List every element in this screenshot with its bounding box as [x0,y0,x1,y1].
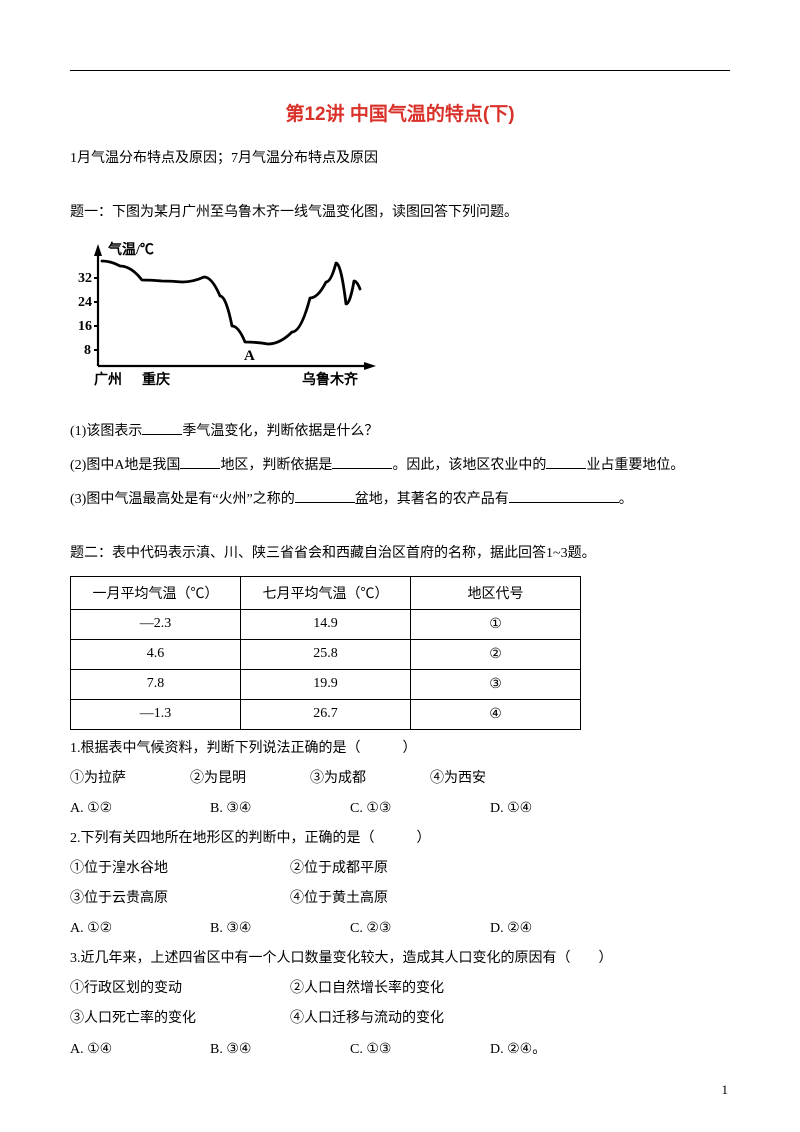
xlabel-1: 重庆 [142,371,170,388]
table-row: 7.819.9③ [71,669,581,699]
climate-table: 一月平均气温（℃） 七月平均气温（℃） 地区代号 —2.314.9① 4.625… [70,576,581,730]
q2-sub3-stem: 3.近几年来，上述四省区中有一个人口数量变化较大，造成其人口变化的原因有（ ） [70,944,730,974]
ytick-16: 16 [78,319,92,334]
table-header-row: 一月平均气温（℃） 七月平均气温（℃） 地区代号 [71,576,581,609]
lesson-title: 第12讲 中国气温的特点(下) [70,99,730,126]
chart-svg: 气温/℃ 32 24 16 8 A 广州 重庆 乌鲁木齐 [70,234,380,404]
temperature-chart: 气温/℃ 32 24 16 8 A 广州 重庆 乌鲁木齐 [70,234,730,409]
q1-p2d: 业占重要地位。 [586,458,684,473]
q1-part1: (1)该图表示 季气温变化，判断依据是什么？ [70,417,730,447]
q2-sub1-opts1: ①为拉萨 ②为昆明 ③为成都 ④为西安 [70,764,730,794]
q2-sub2-opts1: ①位于湟水谷地 ②位于成都平原 [70,854,730,884]
q2-sub1-stem: 1.根据表中气候资料，判断下列说法正确的是（ ） [70,734,730,764]
table-row: —2.314.9① [71,609,581,639]
th-code: 地区代号 [411,576,581,609]
q1-p1a: (1)该图表示 [70,424,142,439]
q1-stem: 题一：下图为某月广州至乌鲁木齐一线气温变化图，读图回答下列问题。 [70,198,730,228]
table-row: —1.326.7④ [71,699,581,729]
q2-sub3-opts2: A. ①④ B. ③④ C. ①③ D. ②④。 [70,1035,730,1065]
q2-sub3-opts1b: ③人口死亡率的变化 ④人口迁移与流动的变化 [70,1004,730,1034]
q1-p2c: 。因此，该地区农业中的 [392,458,546,473]
document-page: 第12讲 中国气温的特点(下) 1月气温分布特点及原因；7月气温分布特点及原因 … [0,0,800,1105]
blank [546,455,586,469]
q2-sub1-opts2: A. ①② B. ③④ C. ①③ D. ①④ [70,794,730,824]
ytick-24: 24 [78,295,92,310]
xlabel-0: 广州 [94,371,122,388]
q2-stem: 题二：表中代码表示滇、川、陕三省省会和西藏自治区首府的名称，据此回答1~3题。 [70,539,730,569]
q2-sub2-opts2: A. ①② B. ③④ C. ②③ D. ②④ [70,914,730,944]
q1-p2a: (2)图中A地是我国 [70,458,180,473]
table-row: 4.625.8② [71,639,581,669]
q1-p3a: (3)图中气温最高处是有“火州”之称的 [70,492,295,507]
blank [295,489,355,503]
q1-p3c: 。 [619,492,633,507]
q2-sub3-opts1: ①行政区划的变动 ②人口自然增长率的变化 [70,974,730,1004]
ytick-32: 32 [78,271,92,286]
blank [509,489,619,503]
point-label: A [244,348,255,364]
th-jan: 一月平均气温（℃） [71,576,241,609]
q1-part2: (2)图中A地是我国 地区，判断依据是 。因此，该地区农业中的 业占重要地位。 [70,451,730,481]
y-axis-label: 气温/℃ [107,241,154,258]
ytick-8: 8 [84,343,91,358]
page-number: 1 [722,1082,729,1098]
q1-part3: (3)图中气温最高处是有“火州”之称的 盆地，其著名的农产品有 。 [70,485,730,515]
q1-p2b: 地区，判断依据是 [220,458,332,473]
blank [332,455,392,469]
th-jul: 七月平均气温（℃） [241,576,411,609]
blank [180,455,220,469]
q1-p1b: 季气温变化，判断依据是什么？ [182,424,378,439]
q1-p3b: 盆地，其著名的农产品有 [355,492,509,507]
blank [142,421,182,435]
q2-sub2-opts1b: ③位于云贵高原 ④位于黄土高原 [70,884,730,914]
intro-text: 1月气温分布特点及原因；7月气温分布特点及原因 [70,144,730,174]
header-rule [70,70,730,71]
q2-sub2-stem: 2.下列有关四地所在地形区的判断中，正确的是（ ） [70,824,730,854]
xlabel-2: 乌鲁木齐 [302,371,359,388]
